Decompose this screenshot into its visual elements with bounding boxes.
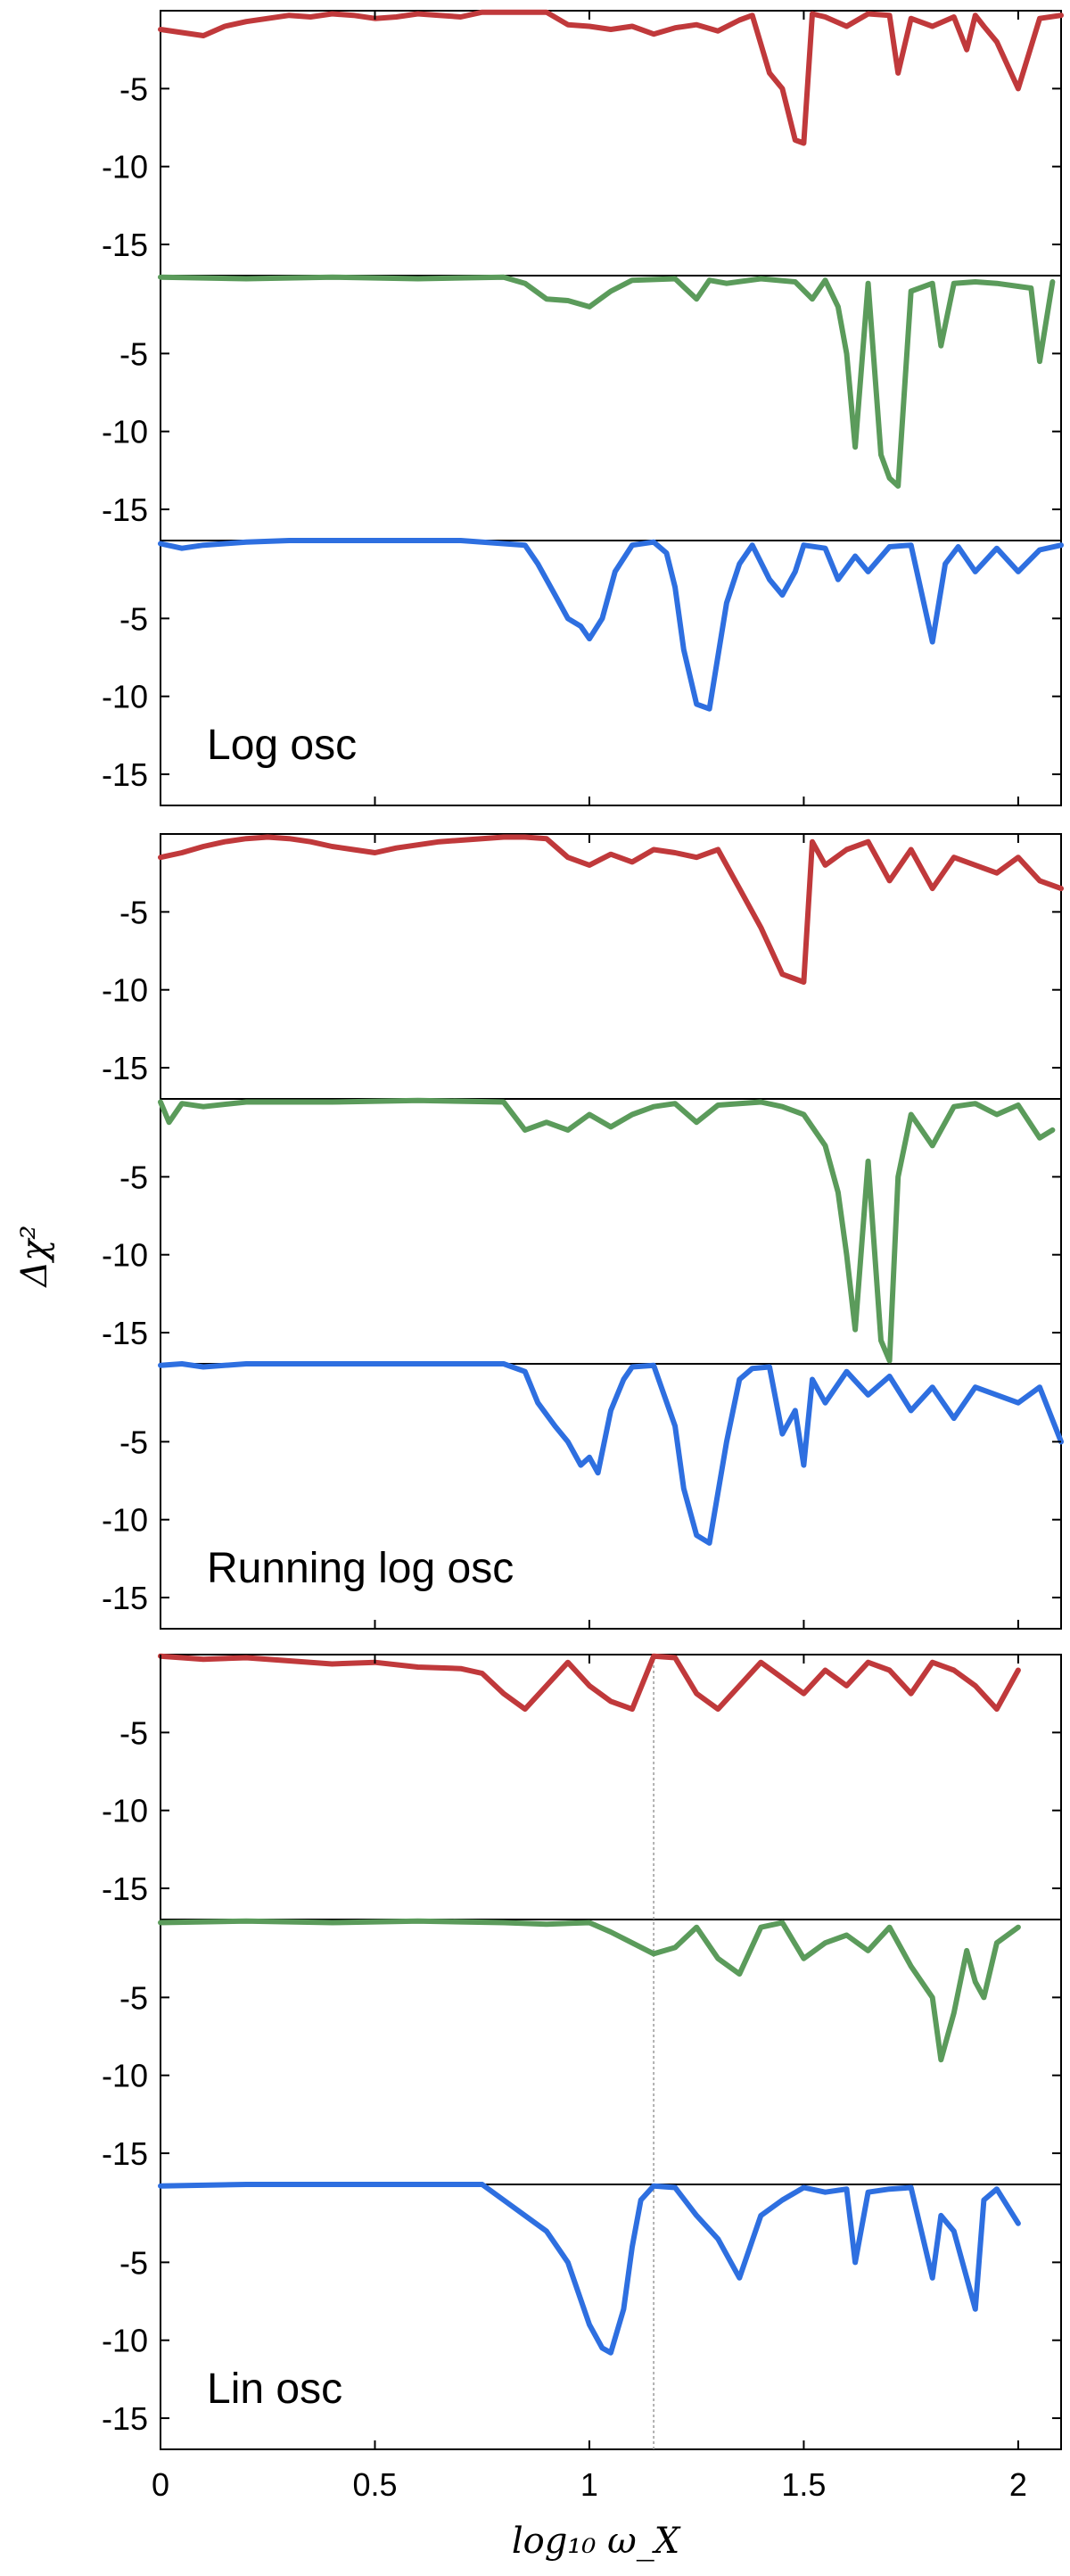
y-tick-label: -10 [102, 1237, 148, 1274]
y-tick-label: -5 [119, 1714, 148, 1751]
y-tick-label: -15 [102, 1870, 148, 1907]
y-tick-label: -5 [119, 335, 148, 372]
y-tick-label: -5 [119, 70, 148, 107]
panel-frame-2 [160, 833, 1062, 1630]
series-line-blue [158, 1361, 1064, 1546]
y-tick-label: -5 [119, 1424, 148, 1460]
y-tick-label: -10 [102, 149, 148, 186]
y-tick-label: -5 [119, 894, 148, 930]
panel-label-2: Running log osc [207, 1545, 514, 1592]
y-tick-label: -15 [102, 491, 148, 528]
panel-frame-1 [160, 10, 1062, 806]
y-tick-label: -10 [102, 2058, 148, 2094]
panel-label-3: Lin osc [207, 2365, 342, 2413]
series-line-red [158, 1653, 1021, 1713]
panel-frame-3 [160, 1654, 1062, 2450]
series-line-green [158, 1097, 1056, 1364]
y-tick-label: -10 [102, 414, 148, 450]
y-tick-label: -15 [102, 1050, 148, 1086]
y-tick-label: -10 [102, 1502, 148, 1539]
y-tick-label: -10 [102, 679, 148, 715]
y-tick-label: -5 [119, 1979, 148, 2016]
y-tick-label: -10 [102, 972, 148, 1009]
y-tick-label: -5 [119, 1159, 148, 1195]
x-tick-label: 1 [580, 2466, 598, 2503]
y-tick-label: -10 [102, 1793, 148, 1829]
x-axis-title: log₁₀ ω_X [512, 2521, 681, 2562]
series-line-green [158, 274, 1056, 489]
y-tick-label: -15 [102, 756, 148, 793]
x-tick-label: 0.5 [352, 2466, 397, 2503]
series-line-green [158, 1918, 1021, 2063]
y-tick-label: -15 [102, 1580, 148, 1616]
series-line-blue [158, 2182, 1021, 2356]
y-tick-label: -10 [102, 2323, 148, 2359]
y-tick-label: -5 [119, 600, 148, 637]
series-line-red [158, 9, 1064, 146]
x-tick-label: 1.5 [781, 2466, 826, 2503]
panel-label-1: Log osc [207, 722, 357, 769]
y-tick-label: -15 [102, 2135, 148, 2172]
y-tick-label: -15 [102, 1315, 148, 1351]
x-tick-label: 2 [1009, 2466, 1027, 2503]
x-tick-label: 0 [152, 2466, 169, 2503]
series-line-blue [158, 538, 1064, 712]
series-line-red [158, 834, 1064, 985]
y-tick-label: -15 [102, 227, 148, 263]
y-tick-label: -5 [119, 2244, 148, 2281]
y-axis-title: Δχ² [14, 1225, 55, 1288]
y-tick-label: -15 [102, 2400, 148, 2437]
